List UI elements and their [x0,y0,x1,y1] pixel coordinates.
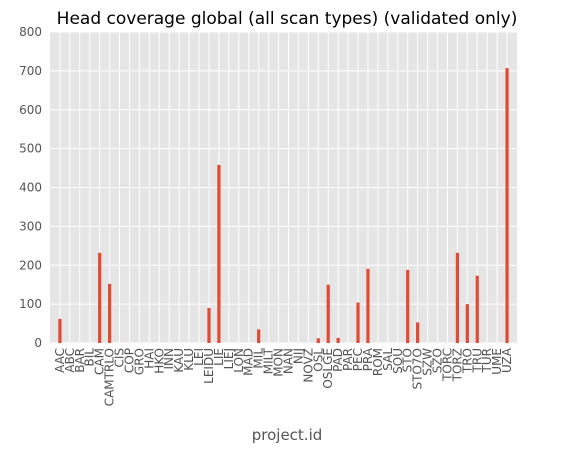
bar-tru [475,275,479,343]
x-tick-label: SOU [391,348,405,374]
x-tick-label: NIJ [291,348,305,364]
x-tick-label: TORC [440,348,454,382]
x-tick-label: MILT [262,347,276,374]
bar-pra [366,268,370,343]
x-tick-label: KLU [182,348,196,371]
x-tick-label: KAU [172,348,186,373]
x-tick-label: STO7O [411,348,425,389]
x-tick-label: PAR [341,348,355,371]
y-tick-label: 100 [19,297,42,311]
bar-oslge [326,284,330,343]
x-tick-label: LIE [212,348,226,366]
y-tick-label: 400 [19,181,42,195]
x-tick-label: PAD [331,348,345,372]
x-tick-label: CAMTRLO [103,348,117,406]
bar-pec [356,302,360,343]
x-tick-label: LIEJ [222,348,236,369]
y-tick-label: 200 [19,258,42,272]
x-tick-label: OSLGE [321,348,335,389]
x-tick-label: SAL [381,348,395,371]
bar-mil [257,329,261,343]
x-tick-label: UZA [500,347,514,373]
chart-title: Head coverage global (all scan types) (v… [57,9,518,29]
y-axis-ticks: 0 100 200 300 400 500 600 700 800 [19,25,42,350]
bar-aac [58,318,62,343]
x-tick-label: PEC [351,348,365,371]
x-tick-label: CAM [93,348,107,375]
x-tick-label: TORZ [450,348,464,382]
x-tick-label: NOVZ [301,348,315,383]
x-tick-label: LEI [192,348,206,366]
y-tick-label: 500 [19,142,42,156]
x-tick-label: ROM [371,348,385,376]
y-tick-label: 0 [34,336,42,350]
x-tick-label: MAD [242,348,256,376]
bar-osl [316,338,320,343]
bar-tro [465,304,469,343]
x-tick-label: SZW [421,348,435,376]
x-tick-label: TRO [460,348,474,374]
x-tick-label: MIL [252,348,266,369]
x-tick-label: BAR [73,348,87,373]
x-tick-label: GRO [132,348,146,375]
x-tick-label: AAC [53,348,67,373]
x-tick-label: OSL [311,348,325,372]
bar-uza [505,68,509,343]
x-tick-label: INN [162,348,176,370]
x-axis-label: project.id [252,426,323,444]
x-tick-label: MON [272,348,286,377]
bar-camtrlo [108,283,112,343]
bar-leidu [207,308,211,343]
x-tick-label: HAI [142,348,156,369]
x-tick-label: HKO [152,348,166,374]
x-tick-label: NAN [281,348,295,374]
bar-lie [217,164,221,343]
x-tick-label: UME [490,348,504,375]
x-tick-label: STO [401,348,415,372]
bar-torz [455,252,459,343]
y-tick-label: 600 [19,103,42,117]
bar-sto7o [416,322,420,343]
x-tick-label: TRU [470,348,484,373]
x-tick-label: ABC [63,348,77,373]
x-tick-label: CIS [113,348,127,368]
bar-cam [98,252,102,343]
x-tick-label: TUR [480,348,494,373]
x-tick-label: PRA [361,347,375,371]
x-tick-label: SZO [431,348,445,373]
y-tick-label: 300 [19,219,42,233]
y-tick-label: 700 [19,64,42,78]
x-tick-label: COP [122,348,136,373]
y-tick-label: 800 [19,25,42,39]
x-tick-label: LON [232,348,246,373]
bar-pad [336,337,340,343]
x-tick-label: LEIDU [202,348,216,384]
x-axis-ticks: AACABCBARBILCAMCAMTRLOCISCOPGROHAIHKOINN… [53,347,514,406]
gridlines [50,31,517,344]
bar-sto [406,269,410,343]
bars [58,68,509,343]
x-tick-label: BIL [83,348,97,367]
